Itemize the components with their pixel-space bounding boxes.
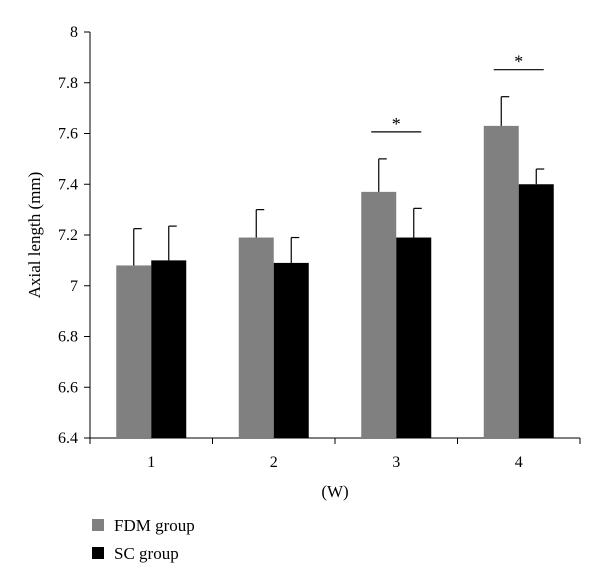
y-tick-label: 7.4 [58,176,78,193]
chart-bars [116,125,554,438]
chart-axes: 6.4 6.6 6.8 7 7.2 7.4 7.6 7.8 8 1 2 3 4 [58,24,581,471]
bar-sc-1 [151,260,187,438]
legend: FDM group SC group [92,516,195,563]
bar-fdm-4 [483,125,519,438]
bar-fdm-1 [116,265,152,438]
bar-fdm-2 [238,237,274,438]
x-tick-label: 3 [392,454,400,471]
x-axis-label: (W) [321,482,348,501]
y-tick-label: 8 [70,24,78,41]
bar-sc-4 [518,184,554,438]
bar-sc-3 [396,237,432,438]
y-tick-label: 7.2 [58,227,78,244]
y-axis-label: Axial length (mm) [25,172,44,299]
legend-swatch-sc [92,547,104,559]
y-tick-label: 6.6 [58,379,78,396]
legend-swatch-fdm [92,519,104,531]
legend-label-sc: SC group [114,544,179,563]
chart-annotations: ** [371,52,544,134]
y-tick-label: 7.8 [58,75,78,92]
y-tick-label: 6.4 [58,430,78,447]
x-tick-label: 2 [270,454,278,471]
chart-error-bars [133,96,545,266]
bar-fdm-3 [361,191,397,438]
y-tick-label: 7 [70,278,78,295]
y-tick-label: 7.6 [58,126,78,143]
legend-label-fdm: FDM group [114,516,195,535]
x-tick-label: 4 [515,454,523,471]
significance-star: * [392,114,401,134]
x-tick-label: 1 [147,454,155,471]
bar-sc-2 [273,262,309,438]
significance-star: * [514,52,523,72]
y-tick-label: 6.8 [58,329,78,346]
